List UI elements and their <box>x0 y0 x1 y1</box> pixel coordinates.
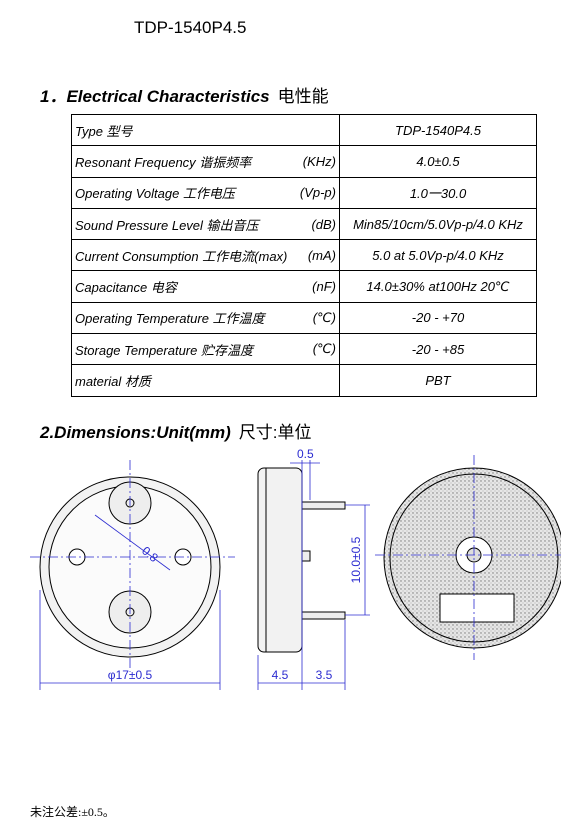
label: Operating Voltage 工作电压 <box>75 186 235 202</box>
footer-note: 未注公差:±0.5。 <box>30 805 115 819</box>
pin-length-dim: 3.5 <box>316 668 333 682</box>
title: TDP-1540P4.5 <box>134 18 247 37</box>
table-row: Current Consumption 工作电流(max) (mA) 5.0 at … <box>71 239 537 272</box>
pin-width-dim: 0.5 <box>297 447 314 461</box>
spec-table: Type 型号 TDP-1540P4.5 Resonant Frequency 谐振… <box>71 113 537 397</box>
label: Capacitance 电容 <box>75 280 177 296</box>
label-wrap: Capacitance 电容 (nF) <box>72 277 339 296</box>
table-row: Storage Temperature 贮存温度 (℃) -20 - +85 <box>71 333 537 366</box>
diameter-dim: φ17±0.5 <box>108 668 153 682</box>
unit: (mA) <box>307 247 336 263</box>
value-cell: -20 - +85 <box>339 333 537 366</box>
section-heading: 2.Dimensions:Unit(mm) 尺寸:单位 <box>40 418 312 443</box>
label-wrap: material 材质 <box>72 371 339 390</box>
label: Current Consumption 工作电流(max) <box>75 248 288 264</box>
table-row: Sound Pressure Level 输出音压 (dB) Min85/10cm/… <box>71 207 537 241</box>
section-heading: 1．Electrical Characteristics 电性能 <box>40 82 329 107</box>
label-cell: Sound Pressure Level 输出音压 (dB) <box>71 207 340 241</box>
heading-zh: 尺寸:单位 <box>238 423 312 442</box>
unit: (dB) <box>311 216 336 232</box>
pin-pitch-dim: 10.0±0.5 <box>349 536 363 583</box>
unit: (℃) <box>312 341 336 357</box>
value-cell: 14.0±30% at100Hz 20℃ <box>339 270 537 303</box>
table-row: material 材质 PBT <box>71 364 537 397</box>
label: Operating Temperature 工作温度 <box>75 311 265 327</box>
label-wrap: Operating Voltage 工作电压 (Vp-p) <box>72 183 339 202</box>
unit: (KHz) <box>302 153 336 169</box>
unit: (nF) <box>312 279 336 295</box>
heading-zh: 电性能 <box>277 87 329 106</box>
label-wrap: Operating Temperature 工作温度 (℃) <box>72 308 339 327</box>
value-cell: TDP-1540P4.5 <box>339 113 537 147</box>
label-cell: Storage Temperature 贮存温度 (℃) <box>71 333 340 366</box>
value-cell: Min85/10cm/5.0Vp-p/4.0 KHz <box>339 207 537 241</box>
table-row: Type 型号 TDP-1540P4.5 <box>71 113 537 147</box>
label-cell: Operating Voltage 工作电压 (Vp-p) <box>71 176 340 209</box>
value-cell: 5.0 at 5.0Vp-p/4.0 KHz <box>339 239 537 272</box>
label-cell: Resonant Frequency 谐振频率 (KHz) <box>71 145 340 178</box>
table-row: Capacitance 电容 (nF) 14.0±30% at100Hz 20℃ <box>71 270 537 303</box>
table-row: Resonant Frequency 谐振频率 (KHz) 4.0±0.5 <box>71 145 537 178</box>
label-cell: Operating Temperature 工作温度 (℃) <box>71 301 340 335</box>
value-cell: 4.0±0.5 <box>339 145 537 178</box>
label-wrap: Sound Pressure Level 输出音压 (dB) <box>72 215 339 234</box>
unit: (Vp-p) <box>299 185 336 201</box>
label-wrap: Storage Temperature 贮存温度 (℃) <box>72 340 339 359</box>
label: Storage Temperature 贮存温度 <box>75 342 253 358</box>
label: Type 型号 <box>75 123 133 139</box>
label-wrap: Type 型号 <box>72 121 339 140</box>
table-row: Operating Temperature 工作温度 (℃) -20 - +70 <box>71 301 537 335</box>
label: material 材质 <box>75 374 151 390</box>
label-wrap: Current Consumption 工作电流(max) (mA) <box>72 246 339 265</box>
heading-en: 2.Dimensions:Unit(mm) <box>40 423 231 442</box>
value-cell: PBT <box>339 364 537 397</box>
value-cell: -20 - +70 <box>339 301 537 335</box>
label-cell: Current Consumption 工作电流(max) (mA) <box>71 239 340 272</box>
unit: (℃) <box>312 309 336 325</box>
label-cell: Type 型号 <box>71 113 340 147</box>
label: Sound Pressure Level 输出音压 <box>75 217 259 233</box>
height-dim: 4.5 <box>272 668 289 682</box>
label-cell: material 材质 <box>71 364 340 397</box>
label-wrap: Resonant Frequency 谐振频率 (KHz) <box>72 152 339 171</box>
table-row: Operating Voltage 工作电压 (Vp-p) 1.0一30.0 <box>71 176 537 209</box>
heading-en: 1．Electrical Characteristics <box>40 87 270 106</box>
label: Resonant Frequency 谐振频率 <box>75 154 252 170</box>
